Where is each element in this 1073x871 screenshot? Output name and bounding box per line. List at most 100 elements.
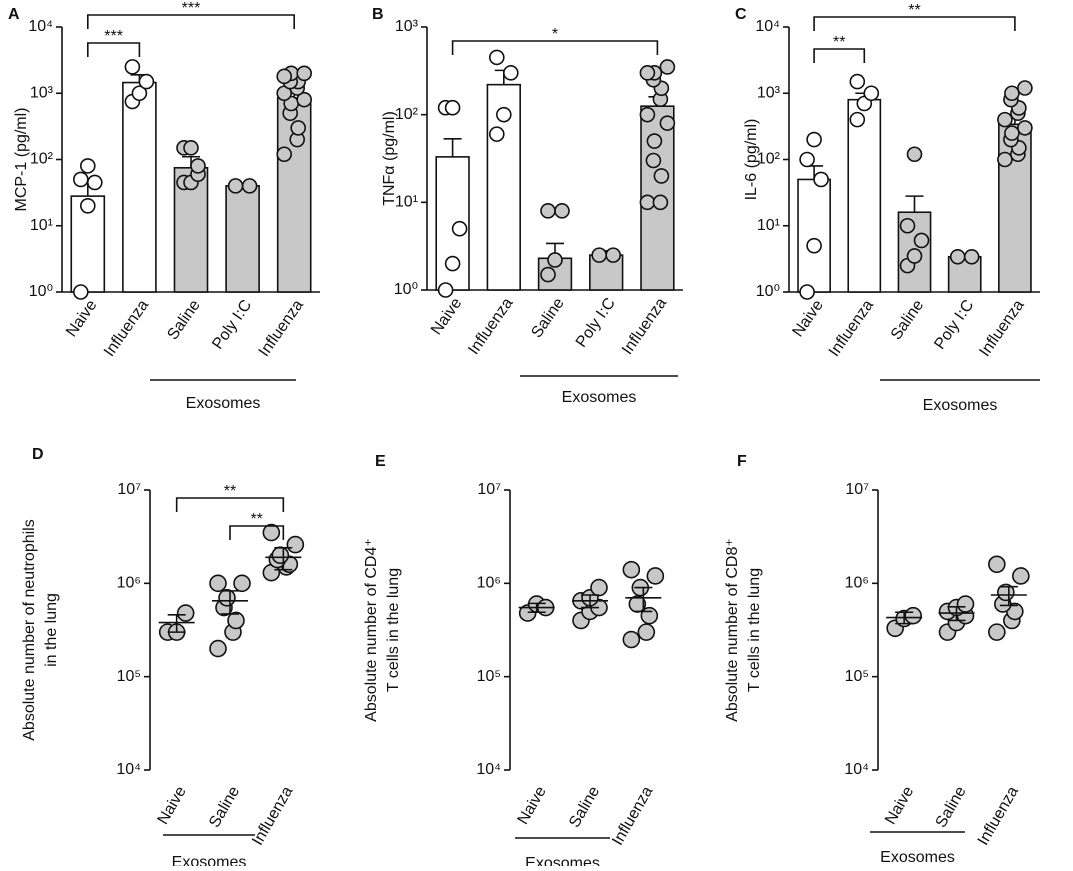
data-point xyxy=(799,284,815,300)
data-point xyxy=(209,574,227,593)
data-point xyxy=(806,131,822,148)
y-axis-label: Absolute number of neutrophils xyxy=(21,519,38,740)
significance-label: ** xyxy=(250,511,262,528)
data-point xyxy=(653,168,670,184)
y-axis-label: MCP-1 (pg/ml) xyxy=(13,107,30,211)
y-axis-label: IL-6 (pg/ml) xyxy=(743,119,760,201)
data-point xyxy=(190,158,206,174)
error-bar xyxy=(527,602,546,614)
y-tick-label: 10¹ xyxy=(757,217,780,234)
x-tick-label: Naive xyxy=(515,784,550,828)
data-point xyxy=(276,146,293,163)
significance-label: *** xyxy=(182,0,201,17)
significance-label: ** xyxy=(224,483,236,500)
data-point xyxy=(73,171,89,188)
data-point xyxy=(645,152,662,169)
data-point xyxy=(1004,85,1020,102)
y-tick-label: 10⁰ xyxy=(394,281,418,298)
data-point xyxy=(540,203,556,219)
data-point xyxy=(547,252,563,268)
panel-letter: B xyxy=(372,6,384,23)
x-tick-label: Naive xyxy=(428,295,465,338)
y-axis-label: Absolute number of CD8⁺ xyxy=(724,538,741,722)
y-tick-label: 10⁷ xyxy=(117,481,141,498)
bar xyxy=(225,185,260,293)
data-point xyxy=(218,588,236,607)
x-tick-label: Saline xyxy=(206,784,243,831)
data-point xyxy=(639,65,656,81)
group-label: Exosomes xyxy=(880,849,955,866)
x-tick-label: Influenza xyxy=(619,295,670,358)
x-tick-label: Poly I:C xyxy=(573,295,619,351)
data-point xyxy=(1017,80,1033,96)
x-tick-label: Influenza xyxy=(249,784,296,849)
error-bar xyxy=(634,586,653,613)
data-point xyxy=(799,151,815,168)
y-tick-label: 10¹ xyxy=(395,194,418,211)
group-label: Exosomes xyxy=(525,855,600,866)
error-bar xyxy=(895,611,914,625)
data-point xyxy=(906,248,923,264)
data-point xyxy=(262,523,281,542)
data-point xyxy=(138,73,155,90)
x-tick-label: Naive xyxy=(155,784,190,828)
data-point xyxy=(437,282,454,298)
data-point xyxy=(913,232,930,249)
data-point xyxy=(444,255,461,272)
significance-label: ** xyxy=(833,34,845,51)
data-point xyxy=(652,194,669,211)
y-tick-label: 10⁶ xyxy=(117,575,141,592)
y-tick-label: 10⁵ xyxy=(845,668,869,685)
data-point xyxy=(540,266,556,283)
group-label: Exosomes xyxy=(186,395,261,412)
y-tick-label: 10² xyxy=(757,151,781,168)
data-point xyxy=(863,85,880,102)
data-point xyxy=(1012,567,1030,585)
data-point xyxy=(622,560,641,579)
error-bar xyxy=(221,590,239,615)
bar xyxy=(847,98,882,293)
bar xyxy=(122,81,157,293)
data-point xyxy=(646,133,663,149)
data-point xyxy=(639,106,656,123)
data-point xyxy=(813,171,829,188)
y-tick-label: 10⁴ xyxy=(844,761,869,778)
y-axis-label: TNFα (pg/ml) xyxy=(381,111,398,206)
panel-letter: D xyxy=(32,446,44,463)
x-tick-label: Influenza xyxy=(826,297,877,360)
y-tick-label: 10⁶ xyxy=(845,575,869,592)
data-point xyxy=(176,604,195,622)
y-tick-label: 10² xyxy=(395,106,419,123)
x-tick-label: Poly I:C xyxy=(209,297,255,353)
significance-bracket xyxy=(87,14,295,29)
error-bar xyxy=(947,606,966,622)
x-tick-label: Naive xyxy=(789,297,826,340)
x-tick-label: Influenza xyxy=(975,784,1022,849)
data-point xyxy=(899,217,916,234)
data-point xyxy=(806,237,822,254)
data-point xyxy=(296,65,313,82)
y-axis-label: T cells in the lung xyxy=(385,568,402,692)
y-tick-label: 10⁷ xyxy=(477,481,501,498)
data-point xyxy=(227,178,244,194)
data-point xyxy=(637,623,656,641)
y-tick-label: 10⁵ xyxy=(477,668,501,685)
error-bar xyxy=(443,138,462,157)
data-point xyxy=(849,73,866,90)
data-point xyxy=(296,91,313,108)
x-tick-label: Influenza xyxy=(256,297,307,360)
data-point xyxy=(80,158,96,174)
error-bar xyxy=(167,614,186,633)
panel-letter: A xyxy=(8,6,20,23)
error-bar xyxy=(581,594,599,609)
y-tick-label: 10⁰ xyxy=(756,283,780,300)
significance-bracket xyxy=(175,497,285,512)
x-tick-label: Saline xyxy=(528,295,568,341)
data-point xyxy=(988,555,1006,574)
y-axis-label: T cells in the lung xyxy=(746,568,763,692)
panel-letter: E xyxy=(375,453,386,470)
data-point xyxy=(488,49,505,66)
data-point xyxy=(1017,120,1033,136)
error-bar xyxy=(905,195,924,213)
y-tick-label: 10¹ xyxy=(30,217,53,234)
